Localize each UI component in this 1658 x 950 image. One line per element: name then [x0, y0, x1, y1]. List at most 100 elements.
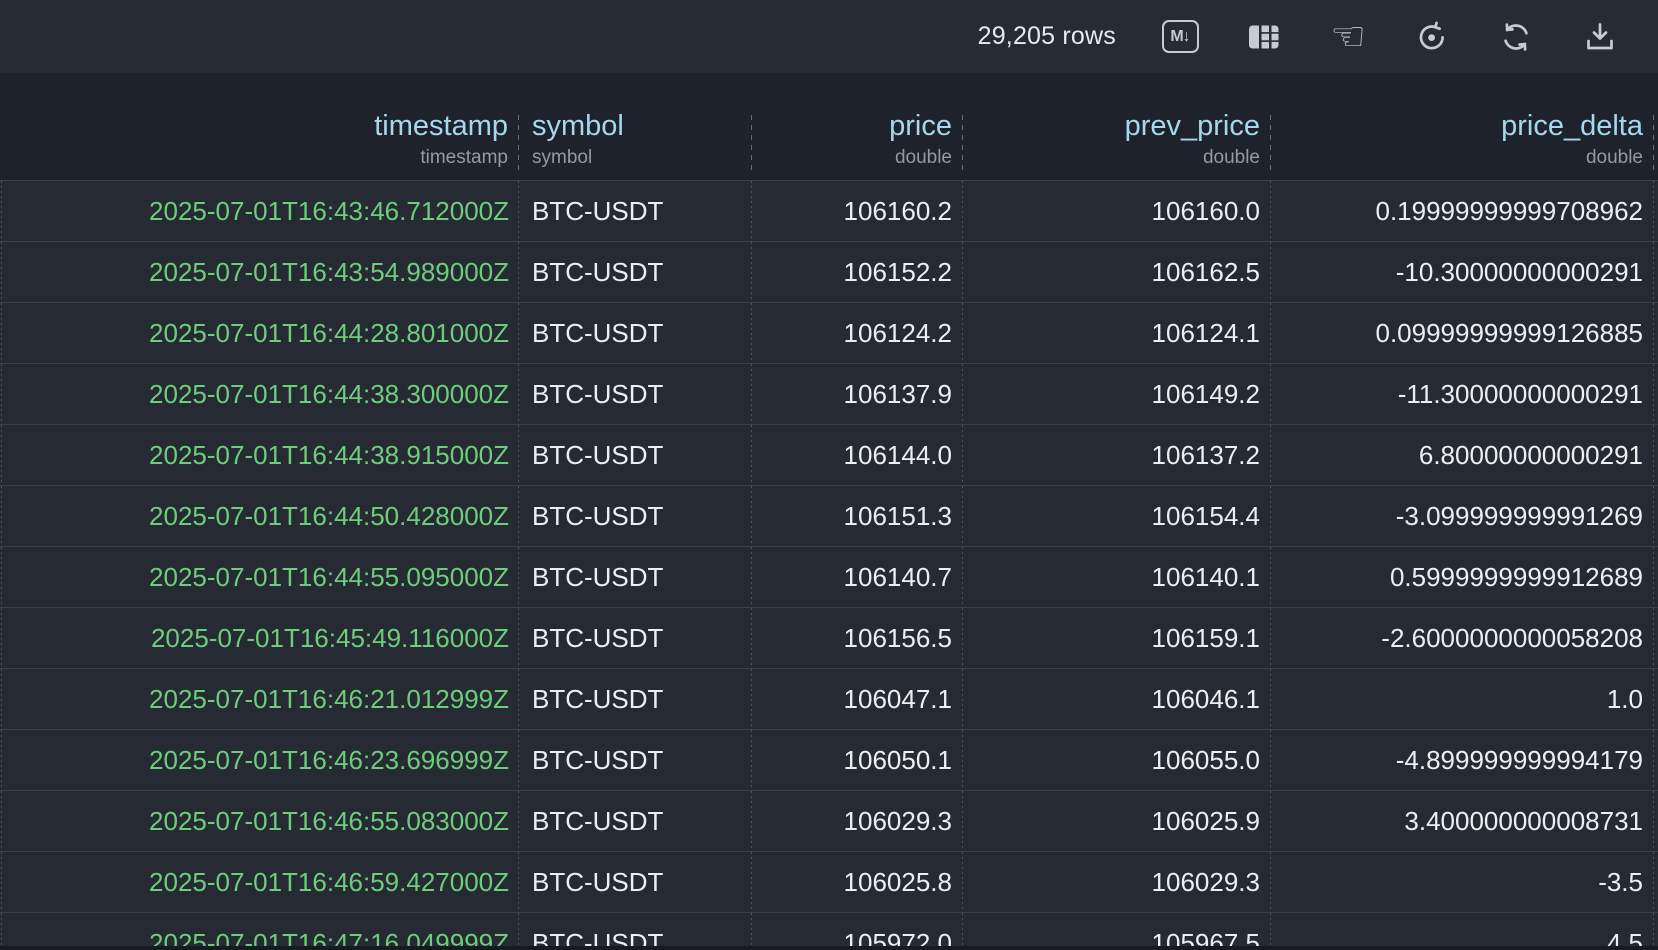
cell-prev_price[interactable]: 105967.5 — [963, 913, 1271, 950]
cell-price_delta[interactable]: 0.5999999999912689 — [1271, 547, 1654, 607]
column-header-price[interactable]: price double — [752, 73, 963, 180]
cell-prev_price[interactable]: 106055.0 — [963, 730, 1271, 790]
column-name: price_delta — [1501, 110, 1643, 142]
cell-price_delta[interactable]: -3.5 — [1271, 852, 1654, 912]
cell-timestamp[interactable]: 2025-07-01T16:44:38.915000Z — [0, 425, 519, 485]
cell-timestamp[interactable]: 2025-07-01T16:46:23.696999Z — [0, 730, 519, 790]
cell-price[interactable]: 106140.7 — [752, 547, 963, 607]
cell-timestamp[interactable]: 2025-07-01T16:43:54.989000Z — [0, 242, 519, 302]
pointing-hand-icon: ☜ — [1330, 13, 1366, 60]
cell-price[interactable]: 106124.2 — [752, 303, 963, 363]
cell-price[interactable]: 106050.1 — [752, 730, 963, 790]
column-type: double — [1202, 147, 1260, 168]
grid-body: 2025-07-01T16:43:46.712000Z BTC-USDT 10616… — [0, 181, 1658, 950]
cell-prev_price[interactable]: 106029.3 — [963, 852, 1271, 912]
cell-prev_price[interactable]: 106025.9 — [963, 791, 1271, 851]
cell-prev_price[interactable]: 106124.1 — [963, 303, 1271, 363]
cell-price[interactable]: 106151.3 — [752, 486, 963, 546]
cell-price_delta[interactable]: -11.30000000000291 — [1271, 364, 1654, 424]
cell-timestamp[interactable]: 2025-07-01T16:47:16.049999Z — [0, 913, 519, 950]
column-header-symbol[interactable]: symbol symbol — [519, 73, 752, 180]
cell-price_delta[interactable]: 3.400000000008731 — [1271, 791, 1654, 851]
cell-timestamp[interactable]: 2025-07-01T16:45:49.116000Z — [0, 608, 519, 668]
cell-symbol[interactable]: BTC-USDT — [519, 242, 752, 302]
history-button[interactable] — [1412, 17, 1452, 57]
cell-price_delta[interactable]: 4.5 — [1271, 913, 1654, 950]
refresh-icon — [1504, 22, 1528, 51]
table-row: 2025-07-01T16:44:38.915000Z BTC-USDT 10614… — [0, 425, 1658, 486]
cell-symbol[interactable]: BTC-USDT — [519, 303, 752, 363]
cell-price[interactable]: 106025.8 — [752, 852, 963, 912]
cell-price[interactable]: 106156.5 — [752, 608, 963, 668]
refresh-button[interactable] — [1496, 17, 1536, 57]
download-icon — [1587, 22, 1613, 49]
table-row: 2025-07-01T16:47:16.049999Z BTC-USDT 10597… — [0, 913, 1658, 950]
cell-symbol[interactable]: BTC-USDT — [519, 730, 752, 790]
cell-price_delta[interactable]: -10.30000000000291 — [1271, 242, 1654, 302]
bottom-edge — [0, 946, 1658, 950]
cell-symbol[interactable]: BTC-USDT — [519, 608, 752, 668]
history-icon — [1419, 21, 1444, 49]
cell-price[interactable]: 105972.0 — [752, 913, 963, 950]
cell-price[interactable]: 106144.0 — [752, 425, 963, 485]
cell-price[interactable]: 106029.3 — [752, 791, 963, 851]
cell-price_delta[interactable]: -3.099999999991269 — [1271, 486, 1654, 546]
cell-price_delta[interactable]: -4.899999999994179 — [1271, 730, 1654, 790]
cell-timestamp[interactable]: 2025-07-01T16:43:46.712000Z — [0, 181, 519, 241]
cell-symbol[interactable]: BTC-USDT — [519, 913, 752, 950]
cell-price_delta[interactable]: 0.19999999999708962 — [1271, 181, 1654, 241]
cell-prev_price[interactable]: 106162.5 — [963, 242, 1271, 302]
table-row: 2025-07-01T16:46:23.696999Z BTC-USDT 10605… — [0, 730, 1658, 791]
cell-prev_price[interactable]: 106159.1 — [963, 608, 1271, 668]
column-type: timestamp — [420, 147, 508, 168]
grid-columns-button[interactable] — [1244, 17, 1284, 57]
cell-symbol[interactable]: BTC-USDT — [519, 181, 752, 241]
cell-price[interactable]: 106160.2 — [752, 181, 963, 241]
column-type: symbol — [532, 147, 593, 168]
cell-price_delta[interactable]: 1.0 — [1271, 669, 1654, 729]
results-toolbar: 29,205 rows M↓ ☜ — [0, 0, 1658, 73]
cell-symbol[interactable]: BTC-USDT — [519, 852, 752, 912]
cell-timestamp[interactable]: 2025-07-01T16:44:50.428000Z — [0, 486, 519, 546]
pointer-tool-button[interactable]: ☜ — [1328, 17, 1368, 57]
cell-symbol[interactable]: BTC-USDT — [519, 486, 752, 546]
cell-timestamp[interactable]: 2025-07-01T16:46:55.083000Z — [0, 791, 519, 851]
cell-prev_price[interactable]: 106154.4 — [963, 486, 1271, 546]
cell-timestamp[interactable]: 2025-07-01T16:44:28.801000Z — [0, 303, 519, 363]
cell-timestamp[interactable]: 2025-07-01T16:46:59.427000Z — [0, 852, 519, 912]
cell-prev_price[interactable]: 106160.0 — [963, 181, 1271, 241]
cell-prev_price[interactable]: 106140.1 — [963, 547, 1271, 607]
table-row: 2025-07-01T16:43:54.989000Z BTC-USDT 10615… — [0, 242, 1658, 303]
cell-price[interactable]: 106047.1 — [752, 669, 963, 729]
column-header-prev_price[interactable]: prev_price double — [963, 73, 1271, 180]
cell-timestamp[interactable]: 2025-07-01T16:46:21.012999Z — [0, 669, 519, 729]
cell-price_delta[interactable]: 6.80000000000291 — [1271, 425, 1654, 485]
cell-timestamp[interactable]: 2025-07-01T16:44:38.300000Z — [0, 364, 519, 424]
download-button[interactable] — [1580, 17, 1620, 57]
cell-price[interactable]: 106137.9 — [752, 364, 963, 424]
column-type: double — [894, 147, 952, 168]
rows-count: 29,205 rows — [977, 22, 1116, 50]
cell-symbol[interactable]: BTC-USDT — [519, 791, 752, 851]
table-row: 2025-07-01T16:46:55.083000Z BTC-USDT 10602… — [0, 791, 1658, 852]
cell-prev_price[interactable]: 106137.2 — [963, 425, 1271, 485]
table-row: 2025-07-01T16:44:50.428000Z BTC-USDT 10615… — [0, 486, 1658, 547]
cell-prev_price[interactable]: 106046.1 — [963, 669, 1271, 729]
table-row: 2025-07-01T16:44:55.095000Z BTC-USDT 10614… — [0, 547, 1658, 608]
cell-price_delta[interactable]: -2.6000000000058208 — [1271, 608, 1654, 668]
table-row: 2025-07-01T16:43:46.712000Z BTC-USDT 10616… — [0, 181, 1658, 242]
cell-symbol[interactable]: BTC-USDT — [519, 547, 752, 607]
cell-price_delta[interactable]: 0.09999999999126885 — [1271, 303, 1654, 363]
cell-symbol[interactable]: BTC-USDT — [519, 364, 752, 424]
cell-timestamp[interactable]: 2025-07-01T16:44:55.095000Z — [0, 547, 519, 607]
column-name: price — [889, 110, 952, 142]
cell-price[interactable]: 106152.2 — [752, 242, 963, 302]
cell-symbol[interactable]: BTC-USDT — [519, 669, 752, 729]
table-row: 2025-07-01T16:44:28.801000Z BTC-USDT 10612… — [0, 303, 1658, 364]
cell-symbol[interactable]: BTC-USDT — [519, 425, 752, 485]
markdown-export-button[interactable]: M↓ — [1160, 17, 1200, 57]
cell-prev_price[interactable]: 106149.2 — [963, 364, 1271, 424]
column-type: double — [1585, 147, 1643, 168]
column-header-timestamp[interactable]: timestamp timestamp — [0, 73, 519, 180]
